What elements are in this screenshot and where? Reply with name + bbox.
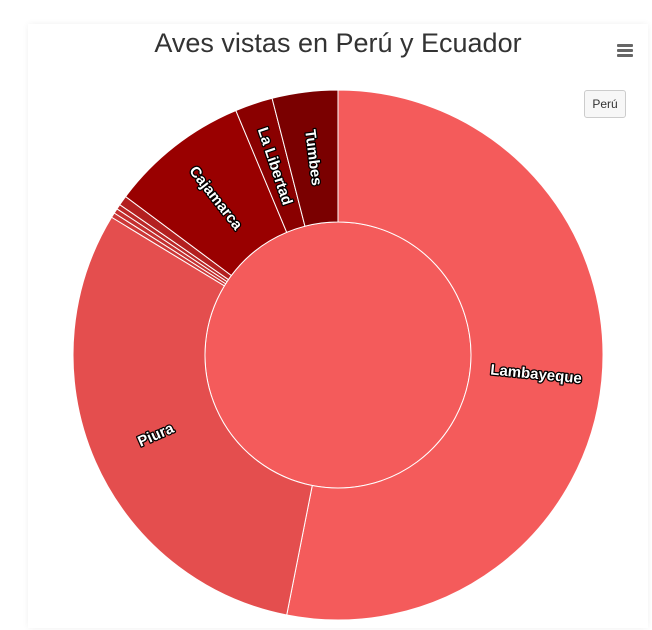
slice-lambayeque[interactable]: [286, 89, 604, 621]
menu-bar: [617, 49, 633, 52]
outer-ring: [72, 89, 604, 621]
hamburger-menu-icon[interactable]: [612, 38, 638, 62]
menu-bar: [617, 44, 633, 47]
inner-ring: [204, 221, 472, 489]
slice-piura[interactable]: [72, 216, 313, 616]
drill-up-button[interactable]: Perú: [584, 90, 626, 118]
chart-title: Aves vistas en Perú y Ecuador: [154, 28, 522, 58]
slice-tumbes[interactable]: [271, 89, 339, 227]
inner-slice-0[interactable]: [204, 221, 472, 489]
menu-bar: [617, 54, 633, 57]
